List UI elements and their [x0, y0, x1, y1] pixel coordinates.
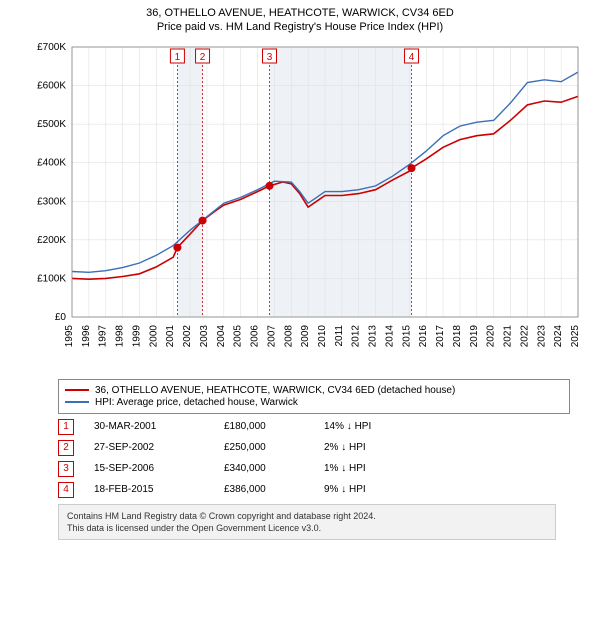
svg-text:2024: 2024 — [553, 324, 564, 347]
svg-text:2011: 2011 — [334, 324, 345, 346]
title-line1: 36, OTHELLO AVENUE, HEATHCOTE, WARWICK, … — [10, 6, 590, 20]
legend-swatch — [65, 401, 89, 403]
svg-text:2000: 2000 — [148, 324, 159, 347]
svg-text:2019: 2019 — [469, 324, 480, 347]
legend: 36, OTHELLO AVENUE, HEATHCOTE, WARWICK, … — [58, 379, 570, 414]
svg-text:2022: 2022 — [519, 324, 530, 347]
svg-text:2: 2 — [200, 52, 206, 63]
legend-label: HPI: Average price, detached house, Warw… — [95, 397, 298, 408]
event-row: 1 30-MAR-2001£180,00014% ↓ HPI — [58, 419, 556, 435]
svg-text:2014: 2014 — [384, 324, 395, 347]
svg-text:1999: 1999 — [131, 324, 142, 347]
svg-text:2021: 2021 — [503, 324, 514, 347]
event-delta: 14% ↓ HPI — [324, 421, 434, 432]
svg-text:2006: 2006 — [250, 324, 261, 347]
event-delta: 1% ↓ HPI — [324, 463, 434, 474]
svg-text:2008: 2008 — [283, 324, 294, 347]
attribution-footer: Contains HM Land Registry data © Crown c… — [58, 504, 556, 540]
svg-text:2020: 2020 — [486, 324, 497, 347]
footer-line1: Contains HM Land Registry data © Crown c… — [67, 510, 547, 522]
event-price: £180,000 — [224, 421, 324, 432]
event-price: £250,000 — [224, 442, 324, 453]
svg-text:1995: 1995 — [64, 324, 75, 347]
svg-text:2017: 2017 — [435, 324, 446, 347]
event-date: 18-FEB-2015 — [94, 484, 224, 495]
svg-text:£500K: £500K — [37, 119, 66, 130]
svg-text:1996: 1996 — [81, 324, 92, 347]
event-date: 27-SEP-2002 — [94, 442, 224, 453]
title-line2: Price paid vs. HM Land Registry's House … — [10, 20, 590, 34]
event-row: 3 15-SEP-2006£340,0001% ↓ HPI — [58, 461, 556, 477]
event-delta: 2% ↓ HPI — [324, 442, 434, 453]
event-delta: 9% ↓ HPI — [324, 484, 434, 495]
svg-text:1997: 1997 — [98, 324, 109, 347]
svg-text:2004: 2004 — [216, 324, 227, 347]
svg-text:£0: £0 — [55, 312, 67, 323]
svg-text:1: 1 — [175, 52, 181, 63]
svg-text:£400K: £400K — [37, 157, 66, 168]
svg-text:£200K: £200K — [37, 234, 66, 245]
svg-text:2005: 2005 — [233, 324, 244, 347]
event-row: 2 27-SEP-2002£250,0002% ↓ HPI — [58, 440, 556, 456]
event-table: 1 30-MAR-2001£180,00014% ↓ HPI 2 27-SEP-200… — [58, 419, 556, 498]
chart-svg: £0 £100K £200K £300K £400K £500K £600K £700K 199… — [22, 41, 582, 373]
event-price: £386,000 — [224, 484, 324, 495]
svg-text:£300K: £300K — [37, 196, 66, 207]
price-chart: £0 £100K £200K £300K £400K £500K £600K £700K 199… — [22, 41, 582, 373]
svg-text:2012: 2012 — [351, 324, 362, 347]
legend-label: 36, OTHELLO AVENUE, HEATHCOTE, WARWICK, … — [95, 385, 455, 396]
legend-item: HPI: Average price, detached house, Warw… — [65, 397, 563, 408]
svg-text:£700K: £700K — [37, 42, 66, 53]
legend-swatch — [65, 389, 89, 391]
event-price: £340,000 — [224, 463, 324, 474]
svg-text:3: 3 — [267, 52, 273, 63]
svg-text:2025: 2025 — [570, 324, 581, 347]
chart-title: 36, OTHELLO AVENUE, HEATHCOTE, WARWICK, … — [10, 6, 590, 35]
svg-text:4: 4 — [409, 52, 415, 63]
svg-text:2015: 2015 — [401, 324, 412, 347]
svg-text:1998: 1998 — [115, 324, 126, 347]
svg-text:£100K: £100K — [37, 273, 66, 284]
svg-text:2009: 2009 — [300, 324, 311, 347]
svg-text:2016: 2016 — [418, 324, 429, 347]
svg-text:£600K: £600K — [37, 80, 66, 91]
event-date: 30-MAR-2001 — [94, 421, 224, 432]
svg-text:2002: 2002 — [182, 324, 193, 347]
svg-text:2018: 2018 — [452, 324, 463, 347]
event-date: 15-SEP-2006 — [94, 463, 224, 474]
svg-text:2003: 2003 — [199, 324, 210, 347]
svg-text:2023: 2023 — [536, 324, 547, 347]
svg-text:2013: 2013 — [368, 324, 379, 347]
footer-line2: This data is licensed under the Open Gov… — [67, 522, 547, 534]
svg-text:2001: 2001 — [165, 324, 176, 347]
svg-text:2010: 2010 — [317, 324, 328, 347]
event-badge: 2 — [58, 440, 74, 456]
event-row: 4 18-FEB-2015£386,0009% ↓ HPI — [58, 482, 556, 498]
legend-item: 36, OTHELLO AVENUE, HEATHCOTE, WARWICK, … — [65, 385, 563, 396]
event-badge: 4 — [58, 482, 74, 498]
event-badge: 3 — [58, 461, 74, 477]
svg-text:2007: 2007 — [266, 324, 277, 347]
event-badge: 1 — [58, 419, 74, 435]
